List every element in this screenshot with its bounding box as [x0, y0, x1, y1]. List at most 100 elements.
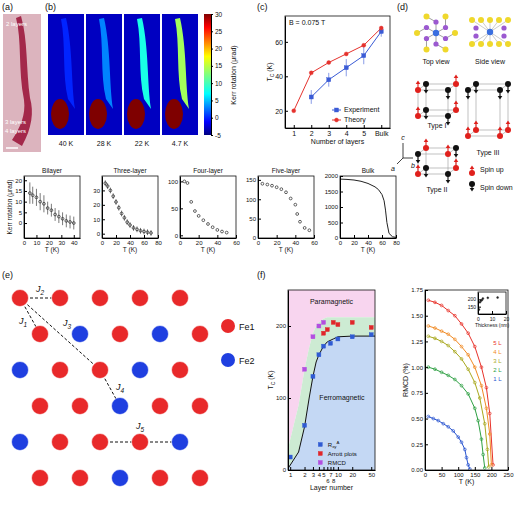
legend-label: Experiment: [344, 106, 379, 114]
y-tick: 200: [276, 323, 291, 329]
x-tick: 3: [312, 467, 316, 478]
y-tick: 200: [468, 296, 481, 302]
plot-area: [292, 26, 384, 113]
y-tick-mark: [288, 398, 291, 399]
data-point: [117, 206, 120, 209]
temperature-label: 22 K: [135, 140, 150, 147]
colorbar-title: Kerr rotation (μrad): [230, 45, 238, 104]
cell-edge: [418, 90, 419, 116]
x-tick: 80: [155, 235, 162, 246]
x-tick-label: 20: [349, 472, 356, 478]
y-tick-mark: [340, 176, 343, 177]
atom: [453, 165, 459, 171]
y-tick-label: 100: [276, 395, 287, 401]
atom: [415, 171, 421, 177]
x-tick-label: 100: [454, 472, 465, 478]
x-tick-mark: [354, 235, 355, 238]
x-tick-mark: [442, 467, 443, 470]
error-bar: [113, 193, 114, 199]
y-tick: 2000: [325, 173, 343, 179]
atom: [12, 434, 29, 451]
atom: [487, 29, 493, 35]
spin-cell: [415, 139, 459, 184]
panel-label: (f): [257, 270, 266, 280]
plot-frame: [478, 292, 506, 314]
colorbar-tick-label: 15: [215, 62, 223, 69]
error-bar: [127, 219, 128, 225]
y-tick: 10: [15, 199, 27, 205]
y-tick-mark: [180, 181, 183, 182]
y-axis-line: [258, 177, 259, 239]
atom: [469, 41, 475, 47]
legend-label: 3 L: [493, 358, 502, 364]
x-tick-mark: [364, 125, 365, 128]
atom: [443, 25, 448, 30]
data-point: [31, 194, 34, 197]
y-axis-title: Kerr rotation (μrad): [6, 179, 14, 234]
legend: RxyAArrott plotsRMCD: [318, 440, 357, 466]
y-tick: 0: [97, 231, 105, 237]
y-tick: 1.50: [411, 313, 428, 319]
atom: [505, 17, 511, 23]
atom: [478, 17, 484, 23]
data-point: [460, 345, 463, 348]
x-axis-line: [426, 470, 509, 471]
atom: [505, 81, 511, 87]
atom: [414, 30, 420, 36]
data-point: [309, 95, 313, 99]
data-point: [362, 43, 366, 47]
x-tick-label: 20: [46, 240, 53, 246]
plot-frame: [180, 176, 236, 238]
error-bar: [137, 226, 138, 232]
data-point: [303, 423, 307, 427]
atom: [445, 87, 451, 93]
plot-frame: [24, 176, 80, 238]
y-axis: 0.000.250.500.751.001.251.501.75: [411, 287, 428, 473]
data-point: [440, 304, 443, 307]
plot-frame: [425, 290, 508, 470]
x-axis: 020406080: [339, 235, 401, 246]
data-point: [369, 325, 373, 329]
y-tick-mark: [425, 316, 428, 317]
y-tick: 0: [253, 235, 261, 241]
x-tick-label: 6: [326, 478, 330, 484]
spin-arrow-head: [446, 96, 451, 100]
data-point: [50, 209, 53, 212]
x-tick: 10: [335, 467, 342, 478]
data-point: [211, 226, 214, 229]
atom: [473, 81, 479, 87]
data-point: [46, 207, 49, 210]
x-axis: 050100150200250: [424, 467, 514, 478]
colorbar-tick-label: 20: [215, 45, 223, 52]
spin-arrow-head: [446, 180, 451, 184]
y-tick-label: 200: [276, 323, 287, 329]
y-tick-label: 0.25: [411, 442, 423, 448]
colorbar-tick-label: 30: [215, 11, 223, 18]
y-tick: 20: [275, 108, 288, 115]
x-tick-mark: [329, 125, 330, 128]
atom: [469, 170, 475, 176]
bond-label: J3: [62, 318, 72, 330]
x-tick: 40: [214, 235, 221, 246]
y-tick: 0: [175, 233, 183, 239]
legend-label: Spin down: [480, 184, 513, 192]
atom: [152, 326, 169, 343]
data-point: [350, 320, 354, 324]
atom: [172, 290, 189, 307]
y-tick: 1.00: [411, 365, 428, 371]
error-bar: [73, 217, 74, 230]
y-tick: 1.75: [411, 287, 428, 293]
x-tick-label: 20: [196, 240, 203, 246]
data-point: [460, 358, 463, 361]
data-point: [483, 422, 486, 425]
data-point: [186, 182, 189, 185]
atom: [465, 133, 471, 139]
data-point: [115, 201, 118, 204]
error-bar: [124, 215, 125, 221]
atom: [423, 107, 429, 113]
data-point: [28, 192, 31, 195]
image-label: 4 layers: [5, 128, 26, 134]
atom: [487, 17, 493, 23]
y-tick-label: 30: [93, 188, 100, 194]
y-tick: 50: [249, 216, 261, 222]
